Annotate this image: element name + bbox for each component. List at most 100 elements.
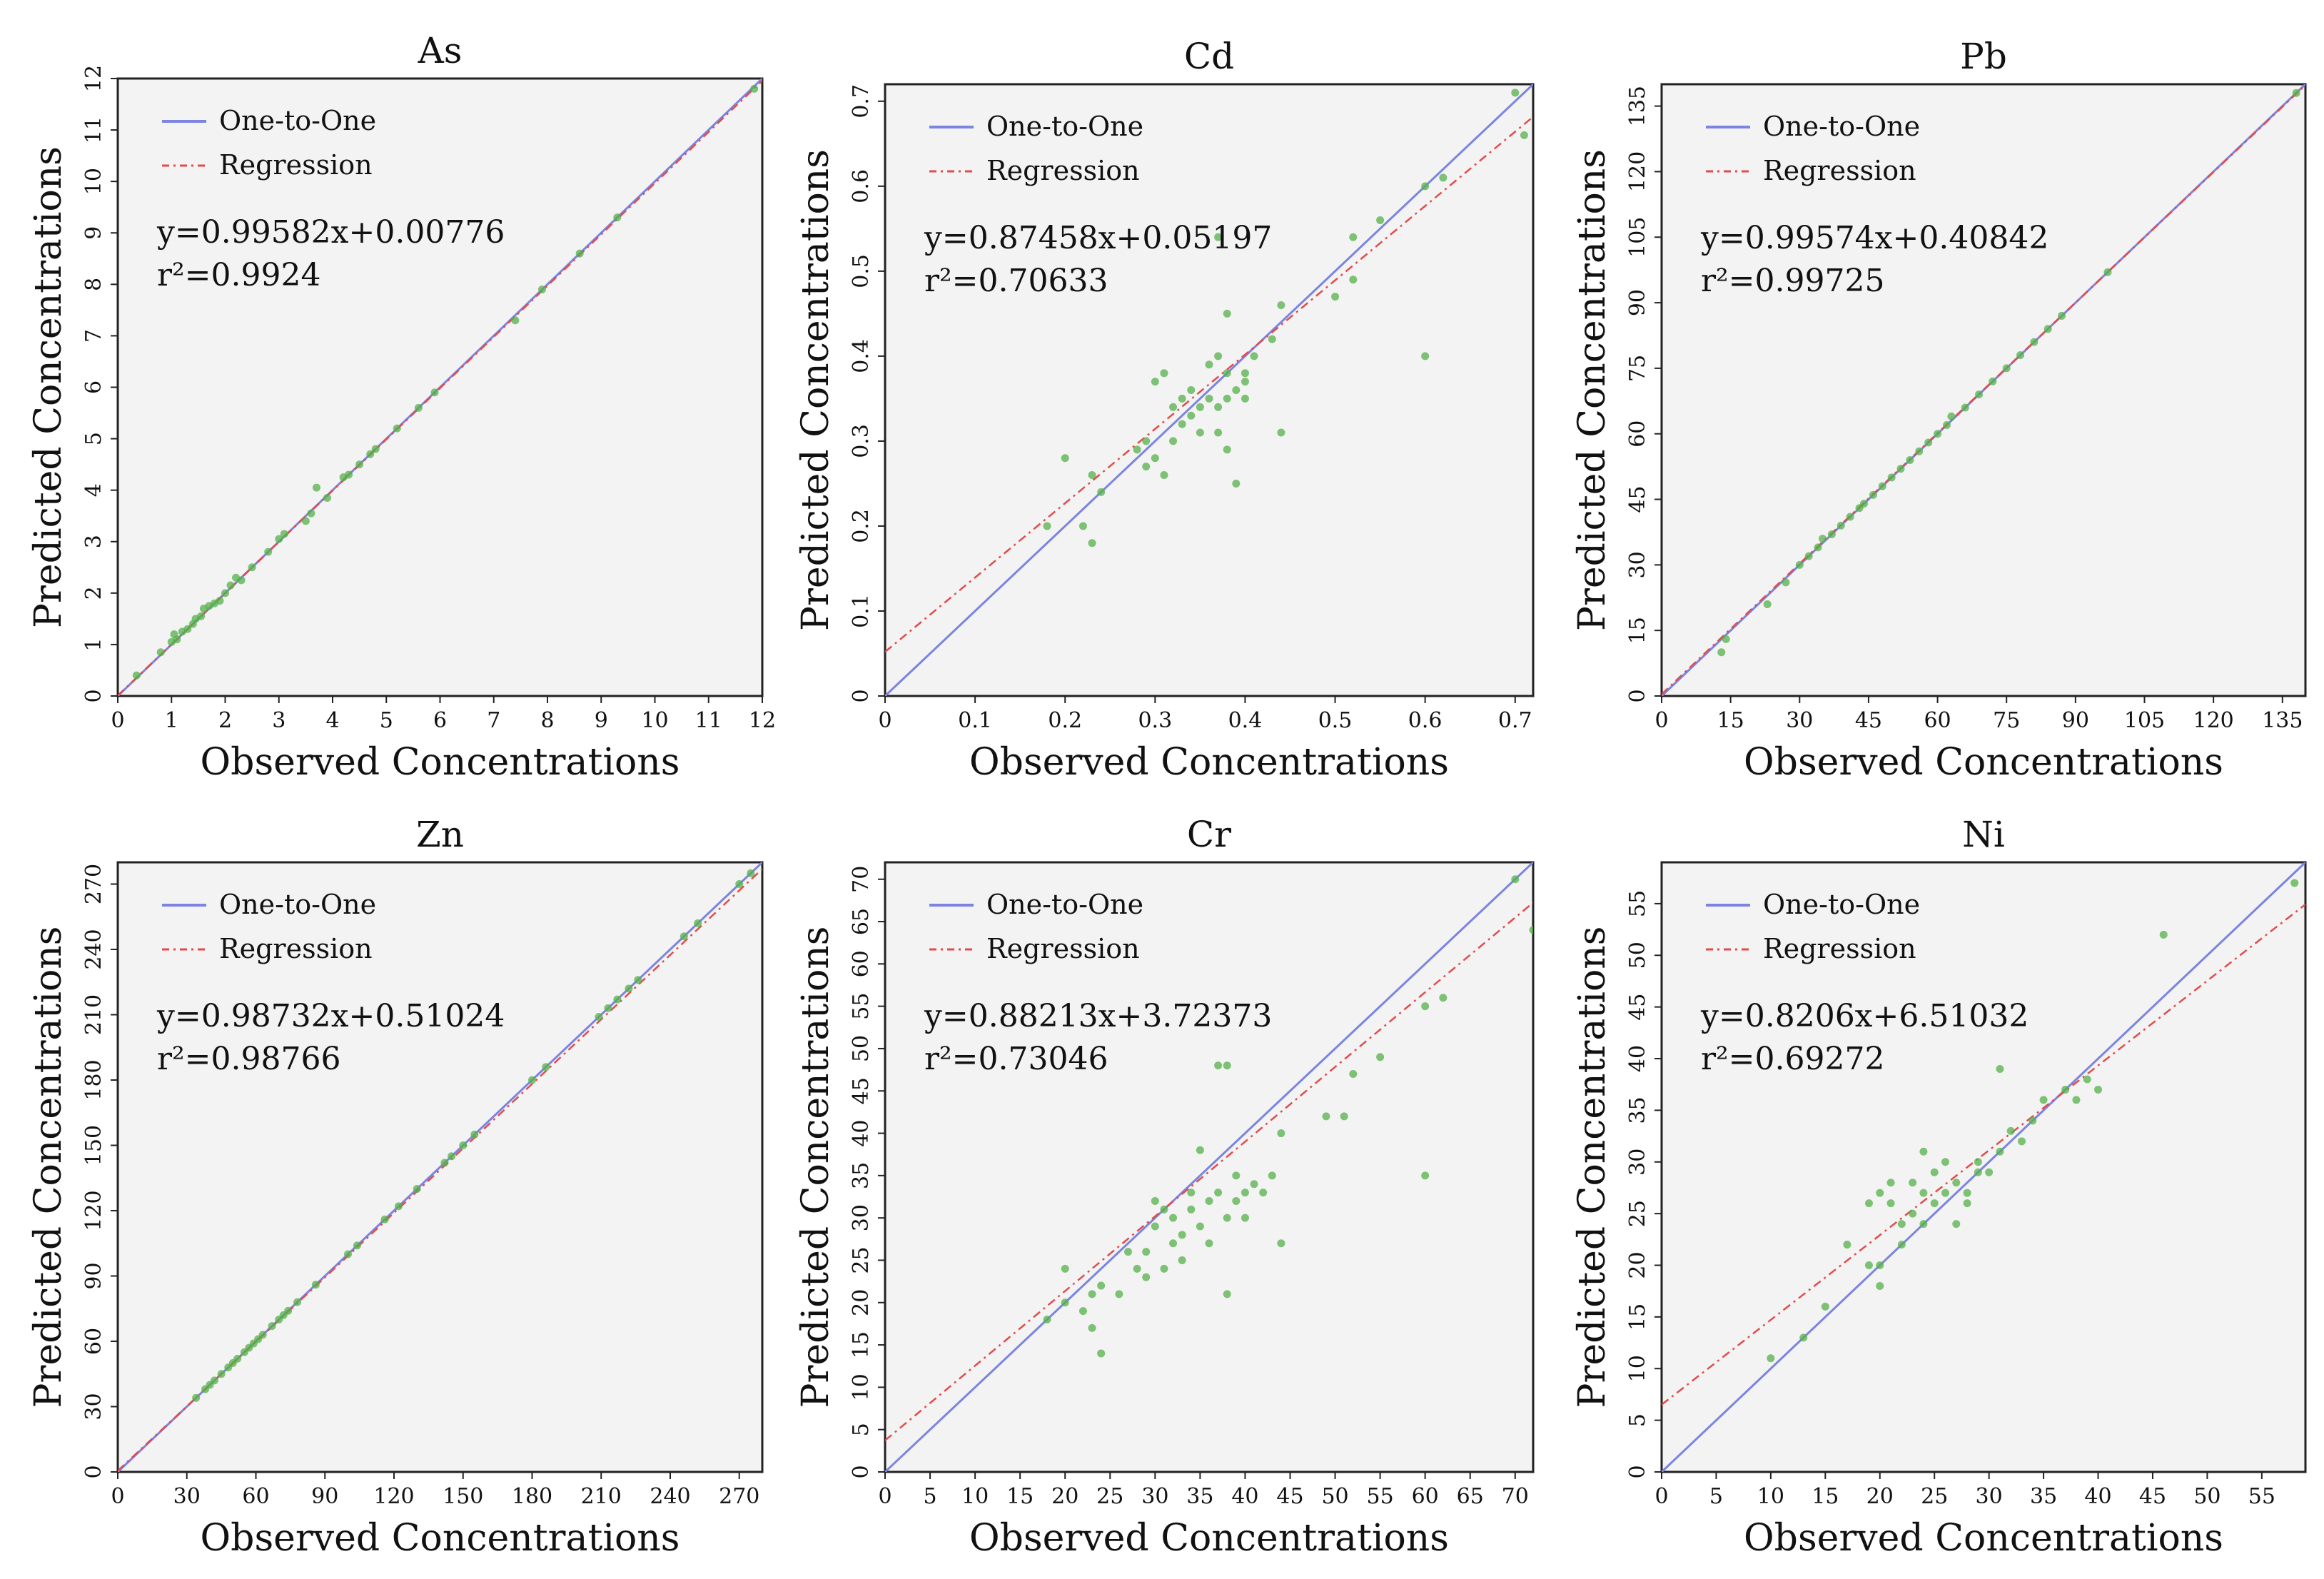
- panel-as-data-point: [393, 424, 401, 433]
- panel-cd-data-point: [1160, 369, 1168, 378]
- panel-pb-x-tick-label: 90: [2062, 708, 2089, 733]
- panel-pb-data-point: [2043, 325, 2052, 333]
- panel-cr-data-point: [1124, 1248, 1132, 1256]
- panel-ni-x-tick-label: 50: [2193, 1484, 2221, 1509]
- panel-pb-data-point: [1961, 403, 1969, 412]
- panel-ni-data-point: [1886, 1199, 1895, 1208]
- panel-cr-data-point: [1196, 1146, 1204, 1154]
- panel-cd-data-point: [1043, 522, 1051, 530]
- panel-zn-data-point: [380, 1215, 389, 1224]
- panel-pb-data-point: [1906, 455, 1914, 464]
- panel-cr-data-point: [1151, 1196, 1159, 1205]
- panel-ni-data-point: [1843, 1241, 1851, 1249]
- panel-ni-data-point: [2029, 1116, 2037, 1125]
- panel-as-data-point: [226, 581, 235, 590]
- panel-ni-data-point: [1919, 1189, 1928, 1197]
- panel-pb-data-point: [1827, 530, 1836, 539]
- panel-pb-y-tick-label: 0: [1625, 689, 1650, 702]
- panel-cd-equation: y=0.87458x+0.05197: [924, 220, 1272, 256]
- panel-zn-data-point: [217, 1370, 226, 1378]
- panel-cd-x-tick-label: 0.2: [1048, 708, 1082, 733]
- panel-cd-data-point: [1178, 394, 1186, 403]
- panel-as-data-point: [366, 450, 375, 458]
- panel-cd-x-tick-label: 0.5: [1318, 708, 1353, 733]
- panel-as-data-point: [275, 535, 283, 543]
- panel-cd-data-point: [1421, 352, 1430, 360]
- panel-ni-legend-regression-label: Regression: [1763, 933, 1916, 964]
- panel-ni-y-tick-label: 55: [1625, 890, 1650, 917]
- panel-cr-data-point: [1097, 1349, 1106, 1358]
- panel-cr-data-point: [1223, 1061, 1231, 1070]
- panel-zn-y-tick-label: 90: [81, 1262, 106, 1289]
- panel-pb-data-point: [1942, 420, 1951, 429]
- panel-cr-data-point: [1223, 1290, 1231, 1298]
- panel-zn-data-point: [542, 1063, 550, 1071]
- panel-ni-x-axis-label: Observed Concentrations: [1744, 1517, 2223, 1560]
- panel-cd-data-point: [1088, 471, 1096, 480]
- panel-cr-x-tick-label: 15: [1006, 1484, 1034, 1509]
- panel-as-data-point: [537, 286, 546, 294]
- panel-cr-y-tick-label: 50: [849, 1035, 874, 1062]
- panel-ni-data-point: [1952, 1179, 1961, 1187]
- panel-cd-regression-line: [885, 116, 1533, 653]
- panel-ni-y-tick-label: 25: [1625, 1200, 1650, 1227]
- panel-cr-data-point: [1421, 1002, 1430, 1011]
- panel-zn-x-tick-label: 270: [719, 1484, 759, 1509]
- panel-cd-data-point: [1241, 394, 1249, 403]
- panel-cr-x-tick-label: 65: [1457, 1484, 1484, 1509]
- panel-as-y-tick-label: 2: [81, 586, 106, 600]
- panel-zn-data-point: [735, 880, 744, 888]
- panel-ni-x-tick-label: 5: [1709, 1484, 1723, 1509]
- panel-pb-y-tick-label: 15: [1625, 617, 1650, 644]
- panel-ni-legend: One-to-One Regression: [1706, 889, 1920, 964]
- panel-pb-x-tick-label: 15: [1717, 708, 1744, 733]
- panel-as-data-point: [221, 589, 229, 597]
- panel-as-y-tick-label: 6: [81, 380, 106, 394]
- panel-pb-data-point: [2016, 351, 2025, 360]
- panel-pb-y-tick-label: 90: [1625, 289, 1650, 316]
- panel-cd-y-tick-label: 0.6: [849, 169, 874, 203]
- panel-cd-data-point: [1376, 216, 1385, 224]
- panel-pb-data-point: [1859, 500, 1868, 508]
- panel-zn-x-tick-label: 150: [443, 1484, 483, 1509]
- panel-cr-data-point: [1187, 1189, 1196, 1197]
- panel-cd-x-tick-label: 0.6: [1408, 708, 1443, 733]
- panel-cr-data-point: [1232, 1171, 1241, 1180]
- panel-pb-data-point: [1934, 430, 1942, 438]
- panel-cd-x-tick-label: 0.1: [958, 708, 992, 733]
- panel-zn-y-tick-label: 150: [81, 1125, 106, 1166]
- panel-zn-y-tick-label: 0: [81, 1465, 106, 1478]
- panel-zn-data-point: [448, 1152, 456, 1161]
- panel-cr-x-axis-label: Observed Concentrations: [969, 1517, 1449, 1560]
- panel-zn-y-tick-label: 30: [81, 1393, 106, 1420]
- panel-ni-y-tick-label: 5: [1625, 1413, 1650, 1427]
- panel-as-y-tick-label: 7: [81, 329, 106, 343]
- panel-cr-y-tick-label: 20: [849, 1289, 874, 1316]
- panel-cr-legend: One-to-One Regression: [929, 889, 1143, 964]
- panel-cr-x-tick-label: 35: [1186, 1484, 1213, 1509]
- panel-ni-r-squared: r²=0.69272: [1701, 1041, 1885, 1077]
- panel-cd-data-point: [1277, 428, 1285, 437]
- panel-cd-data-point: [1214, 233, 1223, 241]
- panel-cr-legend-one-to-one-label: One-to-One: [986, 889, 1143, 920]
- panel-cr-regression-line: [885, 902, 1533, 1441]
- panel-zn-data-point: [440, 1159, 449, 1167]
- panel-ni-data-point: [2072, 1096, 2081, 1104]
- panel-as-x-tick-label: 1: [165, 708, 178, 733]
- panel-as-y-tick-label: 4: [81, 483, 106, 497]
- panel-pb-x-tick-label: 75: [1993, 708, 2020, 733]
- panel-cr-y-tick-label: 0: [849, 1465, 874, 1478]
- panel-pb-data-point: [2030, 338, 2038, 346]
- panel-as-x-tick-label: 9: [595, 708, 608, 733]
- panel-cd-data-point: [1078, 522, 1087, 530]
- panel-pb-y-tick-label: 30: [1625, 551, 1650, 578]
- panel-pb-data-point: [1837, 521, 1845, 530]
- panel-zn-legend-one-to-one-label: One-to-One: [219, 889, 376, 920]
- panel-pb-x-axis-label: Observed Concentrations: [1744, 741, 2223, 784]
- panel-zn-title: Zn: [416, 814, 464, 855]
- panel-ni-x-tick-label: 55: [2248, 1484, 2275, 1509]
- panel-cr-data-point: [1349, 1070, 1358, 1079]
- panel-zn-x-tick-label: 210: [581, 1484, 622, 1509]
- panel-cr-data-point: [1187, 1205, 1196, 1214]
- panel-cr-data-point: [1511, 875, 1520, 884]
